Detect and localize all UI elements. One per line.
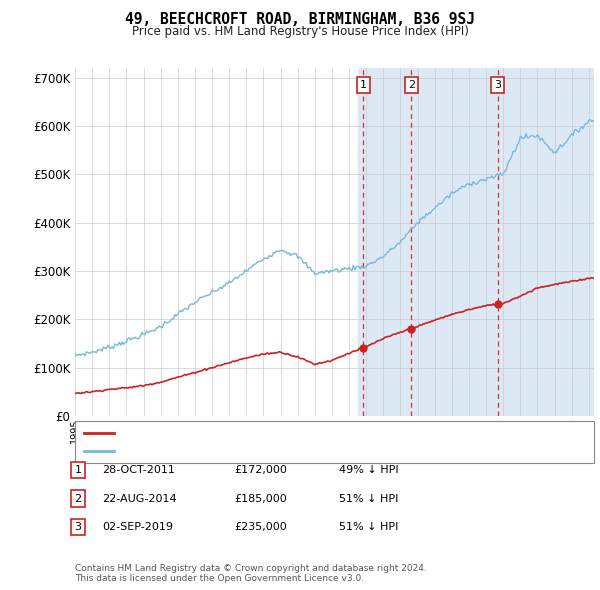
Text: 2: 2 [408,80,415,90]
Text: 49% ↓ HPI: 49% ↓ HPI [339,466,398,475]
Text: £172,000: £172,000 [234,466,287,475]
Text: Contains HM Land Registry data © Crown copyright and database right 2024.
This d: Contains HM Land Registry data © Crown c… [75,563,427,583]
Text: 51% ↓ HPI: 51% ↓ HPI [339,522,398,532]
Text: 3: 3 [74,522,82,532]
Text: 22-AUG-2014: 22-AUG-2014 [102,494,176,503]
Text: 02-SEP-2019: 02-SEP-2019 [102,522,173,532]
Text: 1: 1 [74,466,82,475]
Text: 49, BEECHCROFT ROAD, BIRMINGHAM, B36 9SJ (detached house): 49, BEECHCROFT ROAD, BIRMINGHAM, B36 9SJ… [120,428,460,438]
Text: £235,000: £235,000 [234,522,287,532]
Text: 51% ↓ HPI: 51% ↓ HPI [339,494,398,503]
Text: 49, BEECHCROFT ROAD, BIRMINGHAM, B36 9SJ: 49, BEECHCROFT ROAD, BIRMINGHAM, B36 9SJ [125,12,475,27]
Text: 1: 1 [360,80,367,90]
Text: 28-OCT-2011: 28-OCT-2011 [102,466,175,475]
Text: HPI: Average price, detached house, Solihull: HPI: Average price, detached house, Soli… [120,446,351,456]
Text: Price paid vs. HM Land Registry's House Price Index (HPI): Price paid vs. HM Land Registry's House … [131,25,469,38]
Bar [358,68,600,416]
Text: 3: 3 [494,80,501,90]
Text: 2: 2 [74,494,82,503]
Text: £185,000: £185,000 [234,494,287,503]
